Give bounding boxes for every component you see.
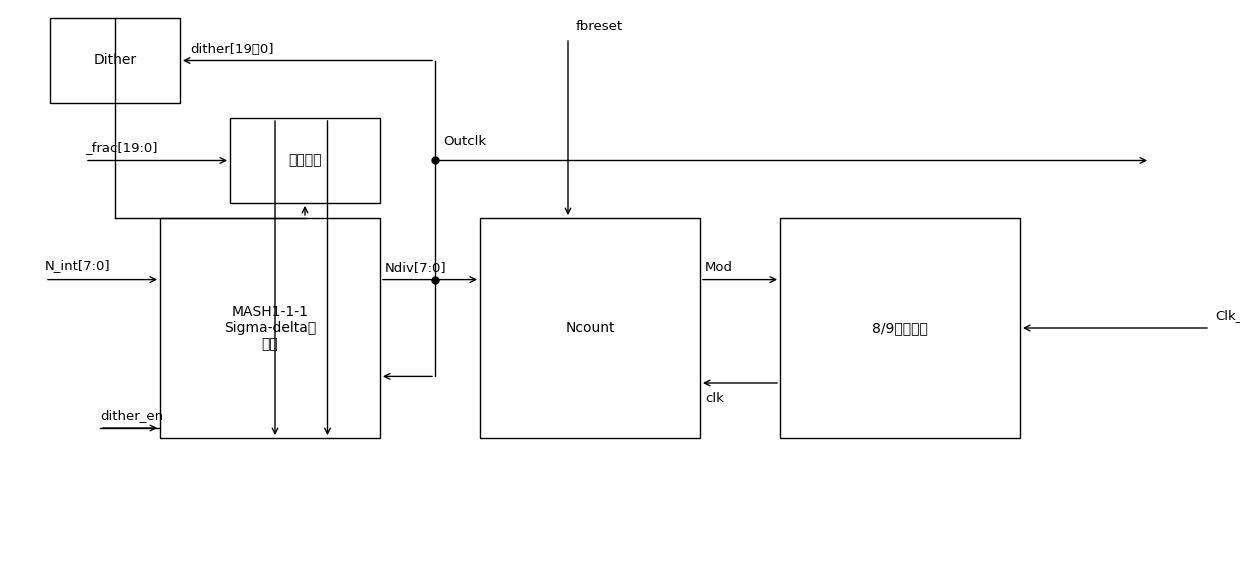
Bar	[480, 218, 701, 438]
Text: dither_en: dither_en	[100, 409, 164, 422]
Text: Ncount: Ncount	[565, 321, 615, 335]
Text: dither[19：0]: dither[19：0]	[190, 42, 274, 55]
Text: Clk_in: Clk_in	[1215, 309, 1240, 322]
Text: Ndiv[7:0]: Ndiv[7:0]	[384, 260, 446, 273]
Bar	[50, 18, 180, 103]
Text: clk: clk	[706, 392, 724, 405]
Text: Mod: Mod	[706, 260, 733, 273]
Bar	[780, 218, 1021, 438]
Text: N_int[7:0]: N_int[7:0]	[45, 259, 110, 272]
Text: fbreset: fbreset	[577, 20, 624, 33]
Text: MASH1-1-1
Sigma-delta调
制器: MASH1-1-1 Sigma-delta调 制器	[224, 305, 316, 351]
Bar	[160, 218, 379, 438]
Text: 加法器一: 加法器一	[288, 153, 321, 168]
Bar	[229, 118, 379, 203]
Text: 8/9预分频器: 8/9预分频器	[872, 321, 928, 335]
Text: Dither: Dither	[93, 54, 136, 68]
Text: Outclk: Outclk	[443, 135, 486, 149]
Text: _frac[19:0]: _frac[19:0]	[86, 142, 157, 155]
